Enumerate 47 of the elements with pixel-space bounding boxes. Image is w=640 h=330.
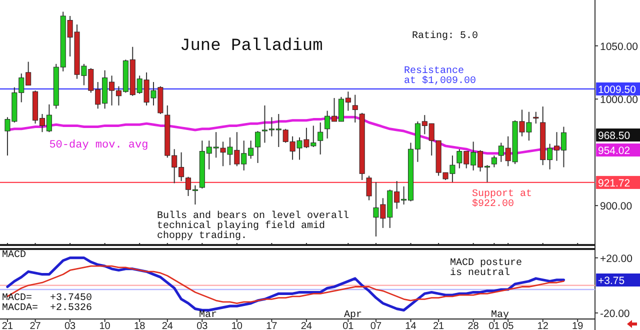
x-tick-label: 10 — [99, 321, 111, 330]
series-label: 50-day mov. avg — [49, 140, 148, 152]
x-tick-label: 24 — [162, 321, 174, 330]
y-tick-label: -20.00 — [600, 308, 630, 320]
x-tick-label: 28 — [468, 321, 480, 330]
y-tick-label: +20.00 — [600, 252, 633, 265]
text: 954.02 — [598, 145, 630, 157]
candlestick — [533, 111, 539, 124]
x-tick-label: 27 — [30, 321, 42, 330]
x-tick-label: 21 — [2, 321, 14, 330]
annotation: MACD= +3.7450 MACDA= +2.5326 — [2, 293, 92, 314]
chart-title: MACD — [2, 250, 26, 261]
annotation: MACD posture is neutral — [450, 258, 522, 279]
text: 968.50 — [598, 130, 630, 142]
x-tick-label: 03 — [64, 321, 76, 330]
x-tick-label: 21 — [432, 321, 445, 330]
x-tick-label: 18 — [134, 321, 146, 330]
text: June Palladium — [180, 37, 323, 56]
annotation: Rating: 5.0 — [412, 30, 478, 42]
annotation: Support at $922.00 — [472, 189, 532, 210]
x-tick-label: 03 — [196, 321, 208, 330]
candlestick — [318, 122, 324, 155]
annotation: Mar — [199, 310, 218, 321]
annotation: Bulls and bears on level overall technical playing field amid choppy trading. — [157, 210, 350, 242]
x-tick-label: 05 — [502, 321, 514, 330]
x-tick-label: 07 — [370, 321, 382, 330]
x-tick-label: 12 — [537, 321, 549, 330]
annotation: Resistance at $1,009.00 — [404, 65, 476, 87]
x-tick-label: 01 — [488, 321, 500, 330]
text: +3.75 — [598, 275, 625, 287]
annotation: Apr — [344, 310, 362, 321]
x-tick-label: 14 — [405, 321, 417, 330]
candlestick — [491, 155, 497, 168]
y-tick-label: 1000.00 — [600, 94, 638, 106]
candlestick — [255, 130, 261, 164]
y-tick-label: 1050.00 — [600, 40, 638, 53]
x-tick-label: 19 — [572, 321, 584, 330]
x-tick-label: 01 — [342, 321, 354, 330]
candlestick — [366, 175, 372, 201]
x-tick-label: 24 — [300, 321, 312, 330]
ref-line-label: 1009.50 — [598, 84, 636, 96]
x-tick-label: 10 — [231, 321, 243, 330]
annotation: May — [491, 310, 510, 321]
candlestick — [352, 94, 358, 123]
x-tick-label: 17 — [266, 321, 278, 330]
ref-line-label: 921.72 — [598, 177, 630, 190]
y-tick-label: 900.00 — [600, 200, 632, 213]
